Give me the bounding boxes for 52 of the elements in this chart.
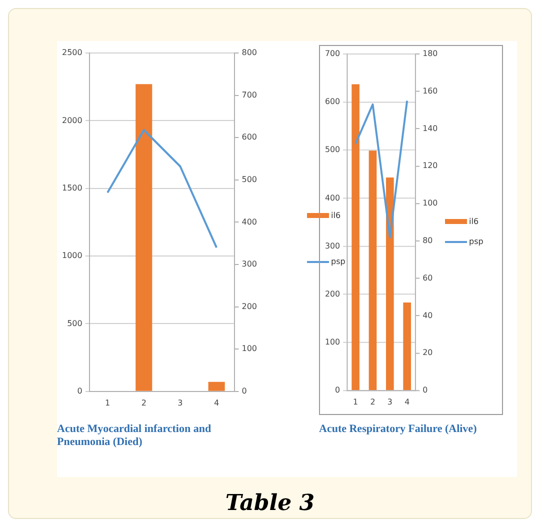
y2-tick-label: 400 [242,217,258,226]
caption: Table 3 [224,490,316,516]
y-tick-label: 1500 [62,183,82,192]
y-tick-label: 600 [324,97,340,106]
x-tick-label: 4 [214,398,220,408]
y-tick-label: 200 [324,289,340,298]
x-tick-label: 2 [370,397,376,406]
y2-tick-label: 600 [242,132,258,142]
x-tick-label: 1 [104,398,110,408]
bar [352,84,360,390]
text: Acute Myocardial infarction and Pneumonia (Died) [57,423,212,449]
y2-tick-label: 700 [242,90,258,100]
y-tick-label: 2500 [62,48,82,58]
x-tick-label: 4 [404,397,410,406]
y-tick-label: 400 [324,193,340,202]
y-tick-label: 300 [324,241,340,250]
text: Acute Respiratory Failure (Alive) [319,423,478,436]
y2-tick-label: 20 [422,348,433,358]
legend-label: il6 [469,217,479,226]
y2-tick-label: 500 [242,174,258,184]
y2-tick-label: 60 [422,273,433,282]
y2-tick-label: 800 [242,48,258,58]
legend-label: psp [331,257,346,266]
y2-tick-label: 80 [422,236,433,246]
x-tick-label: 2 [141,398,146,408]
y-tick-label: 100 [324,337,340,347]
y2-tick-label: 200 [242,302,258,311]
y-tick-label: 2000 [62,116,82,125]
y-tick-label: 0 [77,386,82,396]
y2-tick-label: 160 [422,86,438,96]
x-tick-label: 3 [178,398,183,408]
bar [403,302,411,390]
bar [386,178,394,390]
y-tick-label: 700 [324,49,340,58]
y2-tick-label: 40 [422,310,433,320]
y2-tick-label: 0 [242,386,247,396]
legend-label: il6 [331,211,341,220]
legend-label: psp [469,237,484,246]
y2-tick-label: 100 [422,198,438,208]
y-tick-label: 500 [67,318,82,328]
y2-tick-label: 100 [242,344,258,354]
y2-tick-label: 300 [242,260,258,269]
y-tick-label: 1000 [62,251,82,260]
y2-tick-label: 120 [422,161,438,170]
y2-tick-label: 140 [422,124,438,133]
y-tick-label: 500 [324,145,340,154]
x-tick-label: 1 [353,397,358,406]
y-tick-label: 0 [335,386,340,395]
x-tick-label: 3 [387,397,392,406]
y2-tick-label: 0 [422,386,428,395]
y2-tick-label: 180 [422,49,438,58]
bar [368,150,377,390]
